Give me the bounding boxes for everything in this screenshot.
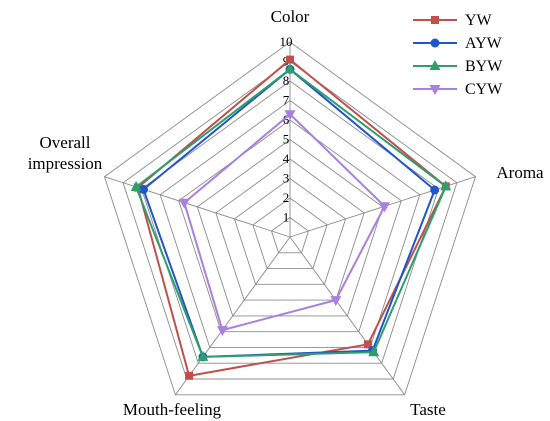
data-point	[330, 296, 342, 307]
axis-label: Taste	[410, 400, 446, 419]
data-point	[363, 340, 372, 349]
data-point	[185, 371, 194, 380]
tick-label: 1	[283, 210, 290, 225]
legend-item: CYW	[413, 81, 503, 98]
data-point	[430, 38, 440, 48]
series-line	[134, 68, 448, 358]
axis-label: Overall impression	[28, 133, 103, 173]
data-point	[431, 16, 439, 24]
grid-spoke	[175, 236, 291, 396]
legend-label: CYW	[465, 81, 503, 98]
tick-label: 7	[283, 93, 290, 108]
tick-label: 10	[280, 34, 293, 49]
data-point	[130, 181, 142, 191]
grid-spoke	[104, 176, 291, 238]
axis-label: Aroma	[496, 163, 544, 182]
legend-item: BYW	[413, 58, 503, 75]
data-point	[197, 350, 209, 361]
grid-ring	[196, 138, 384, 317]
grid-ring	[103, 41, 477, 396]
axis-label: Mouth-feeling	[123, 400, 222, 419]
tick-label: 3	[283, 171, 290, 186]
data-point	[368, 346, 380, 357]
axis-label: Color	[271, 7, 310, 26]
series-yw	[133, 55, 450, 380]
legend-label: BYW	[465, 58, 503, 75]
tick-label: 4	[283, 151, 290, 166]
data-point	[286, 55, 294, 64]
data-point	[178, 198, 190, 209]
grid-ring	[122, 60, 458, 380]
grid-ring	[270, 216, 310, 254]
grid-ring	[215, 158, 365, 301]
legend-label: YW	[465, 12, 493, 29]
grid-ring	[159, 99, 421, 348]
legend-item: YW	[413, 12, 493, 29]
legend: YW AYW BYW CYW	[413, 12, 503, 98]
data-point	[284, 63, 296, 74]
series-line	[183, 112, 386, 332]
data-point	[284, 110, 296, 121]
tick-label: 5	[283, 132, 290, 147]
grid-layer	[103, 41, 477, 396]
grid-ring	[178, 119, 402, 333]
data-point	[430, 185, 440, 195]
grid-ring	[252, 197, 328, 270]
data-point	[440, 180, 452, 191]
data-point	[429, 60, 441, 70]
data-point	[139, 184, 148, 194]
data-point	[429, 85, 441, 95]
series-layer	[130, 55, 452, 380]
tick-label: 8	[283, 73, 290, 88]
series-byw	[130, 63, 452, 361]
grid-spoke	[289, 236, 405, 396]
tick-label: 2	[283, 190, 290, 205]
grid-ring	[233, 177, 347, 285]
tick-label: 6	[283, 112, 290, 127]
axis-labels: Color Aroma Taste Mouth-feeling Overall impre…	[28, 7, 544, 419]
legend-item: AYW	[413, 35, 503, 52]
data-point	[216, 326, 228, 337]
data-point	[379, 202, 391, 213]
series-cyw	[178, 110, 391, 337]
legend-label: AYW	[465, 35, 503, 52]
